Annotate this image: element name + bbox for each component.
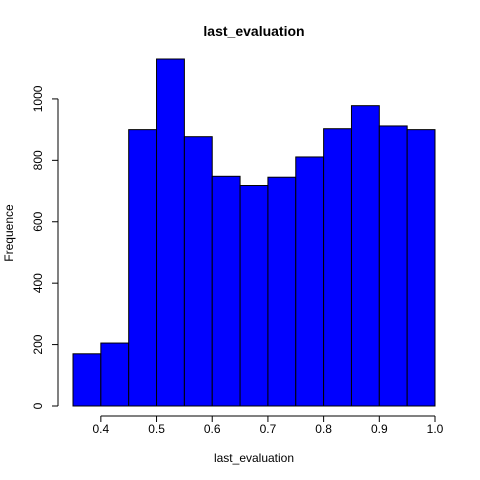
bars-group	[72, 58, 436, 407]
y-tick-label: 1000	[31, 85, 45, 112]
x-axis-label: last_evaluation	[214, 451, 294, 465]
histogram-bar	[183, 136, 213, 407]
x-tick-label: 1.0	[427, 422, 444, 436]
histogram-bar	[378, 125, 408, 407]
histogram-bar	[128, 129, 158, 407]
y-tick-label: 600	[31, 211, 45, 231]
x-axis-ticks: 0.4 0.5 0.6 0.7 0.8 0.9 1.0	[93, 416, 444, 436]
y-tick-label: 800	[31, 150, 45, 170]
x-tick-label: 0.7	[260, 422, 277, 436]
y-axis-label: Frequence	[2, 204, 16, 262]
y-tick-label: 0	[31, 402, 45, 409]
x-tick-label: 0.4	[93, 422, 110, 436]
x-tick-label: 0.6	[204, 422, 221, 436]
histogram-bar	[100, 342, 130, 407]
x-tick-label: 0.8	[315, 422, 332, 436]
histogram-bar	[406, 129, 436, 407]
histogram-bar	[156, 58, 185, 407]
histogram-bar	[239, 185, 269, 407]
x-tick-label: 0.9	[371, 422, 388, 436]
x-tick-label: 0.5	[148, 422, 165, 436]
y-axis-ticks: 0 200 400 600 800 1000	[31, 85, 58, 409]
histogram-bar	[267, 176, 297, 407]
histogram-bar	[323, 128, 352, 407]
x-axis: 0.4 0.5 0.6 0.7 0.8 0.9 1.0	[93, 415, 444, 436]
histogram-bar	[295, 156, 325, 407]
histogram-bar	[350, 105, 380, 407]
y-tick-label: 200	[31, 334, 45, 354]
chart-title: last_evaluation	[203, 23, 304, 39]
histogram-bar	[72, 353, 102, 407]
y-axis: 0 200 400 600 800 1000	[31, 85, 59, 409]
y-tick-label: 400	[31, 273, 45, 293]
histogram-bar	[211, 175, 241, 407]
